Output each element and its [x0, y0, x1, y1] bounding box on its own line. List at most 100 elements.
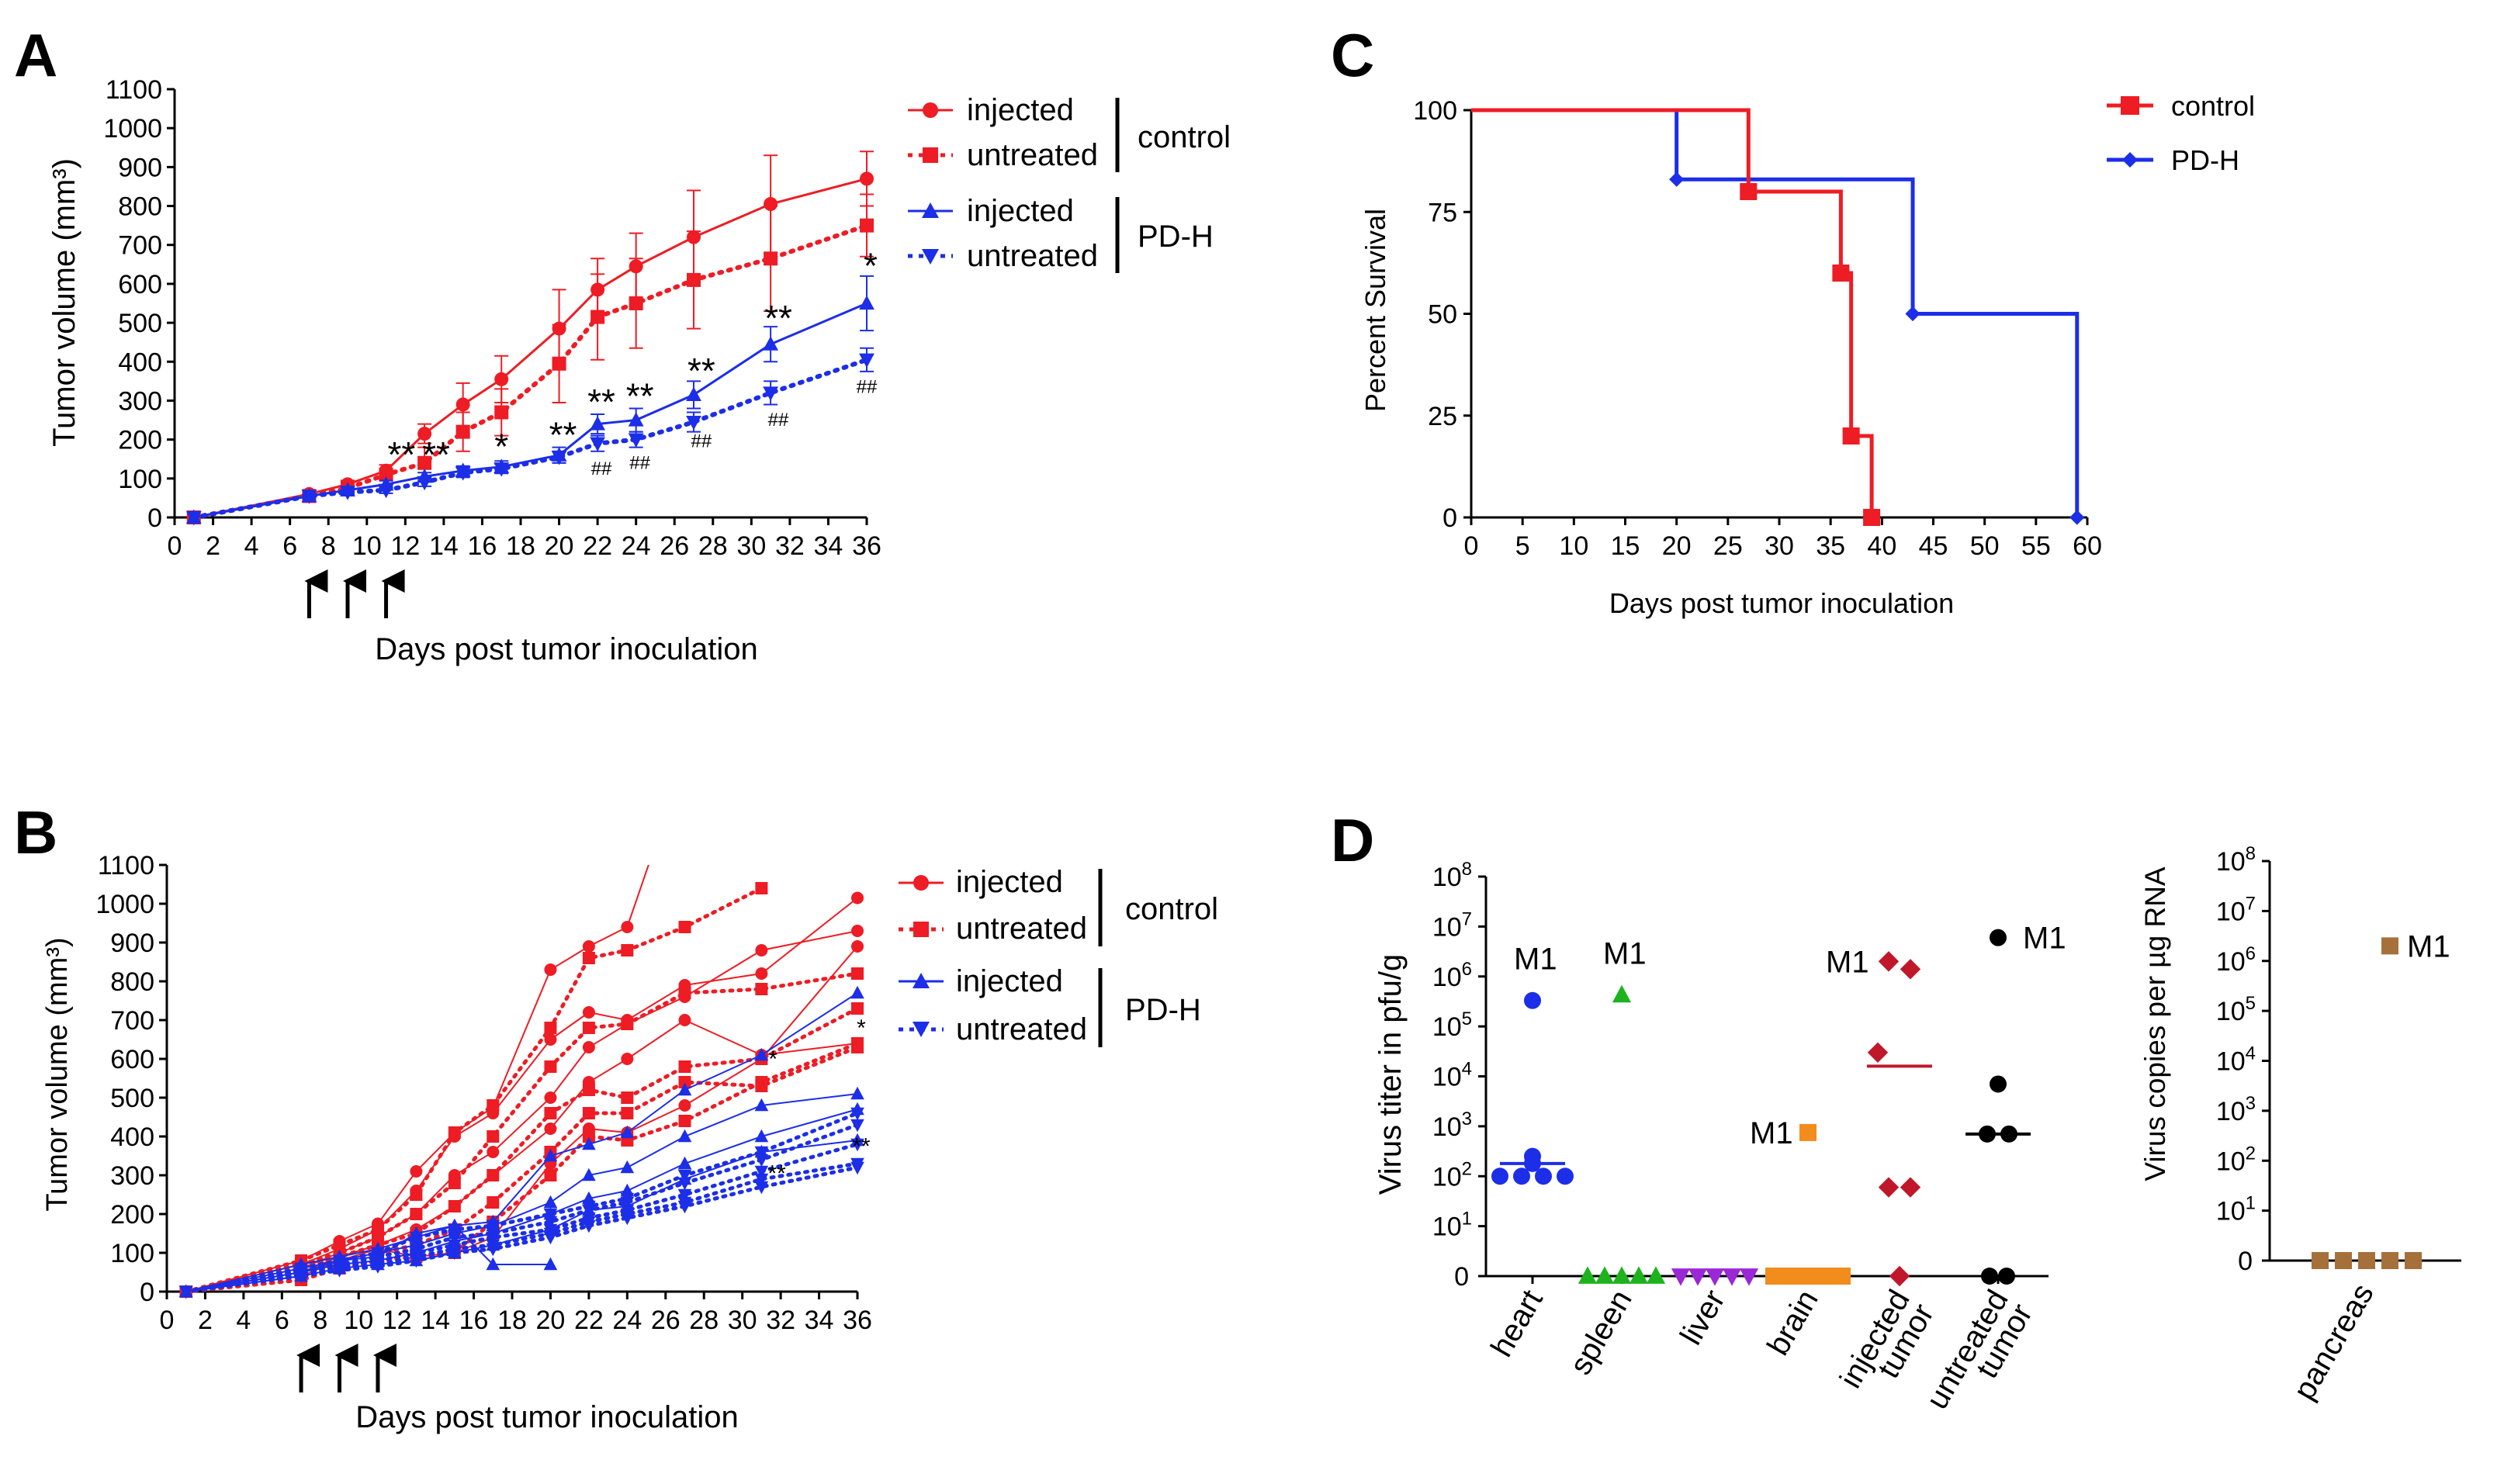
- panel-b-data-point: [487, 1196, 500, 1209]
- panel-a-significance-mark: **: [549, 415, 577, 455]
- panel-a-x-tick-label: 0: [168, 531, 182, 561]
- panel-a-xlabel: Days post tumor inoculation: [375, 632, 758, 666]
- panel-b-data-point: [543, 1231, 558, 1245]
- panel-b-xlabel: Days post tumor inoculation: [355, 1400, 739, 1434]
- panel-a-x-tick-label: 20: [545, 531, 574, 561]
- panel-a-data-point: [859, 353, 874, 368]
- panel-a-x-tick-label: 24: [622, 531, 651, 561]
- panel-d1-data-point: [1900, 1177, 1921, 1198]
- panel-d1-data-point: [1595, 1266, 1615, 1284]
- panel-d1-data-point: [1889, 1265, 1910, 1287]
- panel-b-ylabel: Tumor volume (mm³): [41, 937, 74, 1211]
- panel-a-y-tick-label: 700: [118, 231, 162, 261]
- panel-b-data-point: [620, 1125, 635, 1139]
- panel-a-data-point: [860, 218, 874, 233]
- panel-b-data-point: [851, 1002, 864, 1015]
- panel-b-data-point: [410, 1208, 423, 1220]
- panel-b-y-tick-label: 600: [110, 1045, 154, 1074]
- panel-a-data-point: [859, 295, 874, 310]
- panel-d1-category-label-line: brain: [1761, 1285, 1825, 1361]
- panel-b-data-point: [755, 882, 768, 894]
- panel-label-c: C: [1331, 21, 1374, 89]
- panel-d1-data-point: [1722, 1268, 1742, 1286]
- panel-b-data-point: [850, 985, 864, 999]
- legend-a-marker-triangle: [922, 202, 939, 218]
- panel-b-data-point: [755, 944, 768, 956]
- panel-label-d: D: [1331, 806, 1374, 874]
- legend-b-group-pdh: PD-H: [1125, 993, 1201, 1027]
- legend-c-marker-square: [2121, 96, 2139, 115]
- panel-b-data-point: [850, 1086, 864, 1100]
- panel-c-x-tick-label: 25: [1713, 531, 1743, 561]
- panel-b-data-point: [620, 1212, 635, 1226]
- panel-b-data-point: [178, 1285, 193, 1299]
- panel-c-y-tick-label: 25: [1428, 402, 1457, 431]
- panel-c-data-point: [1905, 306, 1920, 322]
- panel-b-x-tick-label: 32: [766, 1306, 795, 1335]
- panel-d1-category-label-line: spleen: [1564, 1285, 1639, 1381]
- panel-a-series-line: [191, 223, 869, 520]
- panel-d1-data-point: [1817, 1268, 1834, 1285]
- panel-d2-ylabel: Virus copies per µg RNA: [2139, 867, 2171, 1181]
- legend-a-marker-circle: [923, 102, 938, 118]
- panel-a-data-point: [590, 437, 606, 452]
- panel-c-x-tick-label: 30: [1765, 531, 1794, 561]
- panel-d1-y-tick-label: 102: [1432, 1158, 1472, 1192]
- panel-b-data-point: [677, 1188, 692, 1202]
- panel-c-legend: control PD-H: [2107, 90, 2255, 176]
- panel-b-data-point: [851, 891, 864, 905]
- panel-a-y-tick-label: 400: [118, 348, 162, 377]
- panel-a-data-point: [591, 310, 605, 324]
- panel-b-data-point: [754, 1154, 769, 1167]
- panel-b-data-point: [544, 1022, 557, 1034]
- panel-a-data-point: [301, 489, 317, 504]
- panel-c-x-tick-label: 55: [2021, 531, 2051, 561]
- panel-a-data-point: [590, 416, 606, 431]
- panel-a-x-tick-label: 32: [775, 531, 805, 561]
- panel-a-y-tick-label: 500: [118, 309, 162, 338]
- panel-a-data-point: [763, 386, 779, 401]
- panel-b-data-point: [678, 921, 691, 933]
- panel-c-data-point: [2069, 510, 2085, 525]
- panel-b-y-tick-label: 900: [110, 929, 154, 958]
- panel-d2-m1-label: M1: [2407, 929, 2450, 963]
- panel-a-significance-mark: *: [864, 245, 878, 285]
- panel-b-data-point: [851, 967, 864, 980]
- panel-d1-axes: 0 101 102 103 104 105 106 107 108: [1432, 859, 2049, 1292]
- panel-a-data-point: [687, 272, 701, 287]
- panel-b-data-point: [678, 1099, 691, 1112]
- panel-b-data-point: [448, 1126, 461, 1139]
- panel-a-data-point: [860, 171, 874, 186]
- panel-c-data-point: [1863, 509, 1881, 526]
- panel-a-data-point: [628, 412, 644, 427]
- panel-b-data-point: [755, 983, 768, 995]
- panel-b-data-point: [582, 1041, 595, 1053]
- panel-b-data-point: [621, 1053, 634, 1065]
- panel-a-significance-mark: **: [422, 434, 450, 475]
- panel-b-data-point: [621, 1107, 634, 1119]
- panel-d1-data-point: [1629, 1266, 1649, 1284]
- panel-a-y-tick-label: 900: [118, 153, 162, 182]
- panel-d1-y-tick-label: 104: [1432, 1059, 1472, 1092]
- panel-d1-data-point: [1524, 991, 1541, 1009]
- panel-c-series-1: [1471, 108, 2085, 525]
- plot-layer: 0 2 4 6 8 10 12 14 16 18 20 22 24 26 28 30 32 34 360100200…: [95, 75, 2461, 1415]
- panel-c-series-0: [1471, 108, 1881, 526]
- panel-b-data-point: [448, 1200, 461, 1212]
- panel-d1-category-label: heart: [1484, 1285, 1550, 1363]
- panel-b-y-tick-label: 400: [110, 1123, 154, 1152]
- panel-b-data-point: [620, 1196, 635, 1210]
- panel-d1-y-tick-label: 106: [1432, 959, 1472, 992]
- panel-a-data-point: [417, 427, 432, 441]
- panel-label-b: B: [14, 798, 57, 867]
- panel-d1-y-tick-label: 103: [1432, 1109, 1472, 1142]
- panel-a-data-point: [455, 466, 471, 481]
- panel-d1-data-point: [1981, 1268, 1998, 1285]
- panel-a-data-point: [417, 476, 433, 491]
- panel-c-x-tick-label: 45: [1919, 531, 1948, 561]
- panel-b-data-point: [544, 963, 557, 976]
- panel-d1-ylabel: Virus titer in pfu/g: [1373, 954, 1408, 1195]
- panel-c-x-tick-label: 0: [1464, 531, 1479, 561]
- legend-a-entry-3: injected: [967, 194, 1074, 228]
